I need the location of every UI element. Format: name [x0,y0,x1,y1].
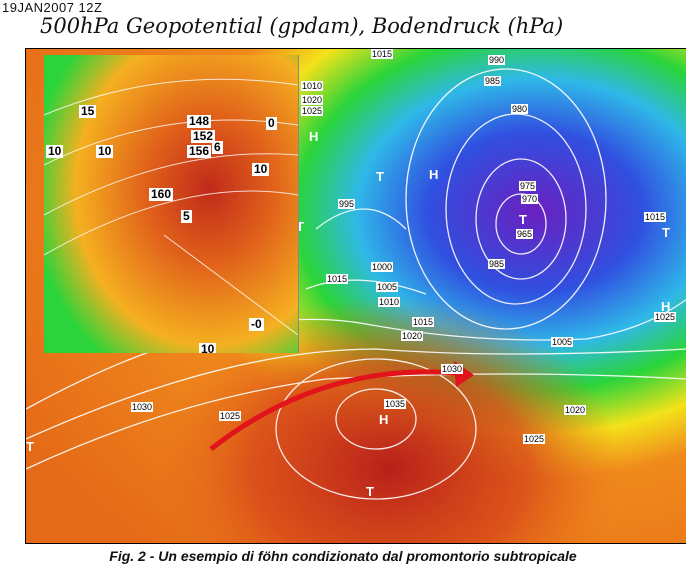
temperature-label: 6 [212,140,223,154]
isobar-label: 1020 [564,405,587,415]
date-time-label: 19JAN2007 12Z [2,0,103,15]
isobar-label: 995 [338,199,356,209]
high-pressure-symbol: H [379,412,389,427]
isobar-label: 1020 [301,95,324,105]
isobar-label: 1025 [523,434,546,444]
temperature-label: 0 [266,116,277,130]
isobar-label: 980 [511,104,529,114]
isobar-label: 990 [488,55,506,65]
temperature-label: 5 [181,209,192,223]
isobar-label: 1030 [131,402,154,412]
isobar-label: 1015 [371,49,394,59]
isobar-label: 970 [521,194,539,204]
isobar-label: 1010 [378,297,401,307]
temperature-label: 10 [252,162,270,176]
low-pressure-symbol: T [26,439,34,454]
isobar-label: 985 [488,259,506,269]
low-pressure-symbol: T [376,169,384,184]
temperature-label: 10 [96,144,114,158]
isobar-label: 1030 [441,364,464,374]
low-pressure-symbol: T [662,225,670,240]
map-title: 500hPa Geopotential (gpdam), Bodendruck … [40,14,564,38]
low-pressure-symbol: T [296,219,304,234]
temperature-label: 10 [199,343,217,353]
high-pressure-symbol: H [661,299,671,314]
isobar-label: 975 [519,181,537,191]
weather-map: 990 985 980 975 970 965 985 995 1000 100… [25,48,686,544]
isobar-label: 965 [516,229,534,239]
isobar-label: 1025 [301,106,324,116]
inset-map: 148 152 156 160 15 10 10 6 5 0 10 -0 10 [44,55,299,353]
isobar-label: 1015 [644,212,667,222]
geopotential-label: 156 [187,144,212,158]
temperature-label: 15 [79,104,97,118]
isobar-label: 1015 [412,317,435,327]
isobar-label: 1000 [371,262,394,272]
temperature-label: -0 [249,317,264,331]
low-pressure-symbol: T [366,484,374,499]
isobar-label: 1025 [654,312,677,322]
high-pressure-symbol: H [309,129,319,144]
geopotential-label: 148 [187,114,212,128]
high-pressure-symbol: H [429,167,439,182]
isobar-label: 985 [484,76,502,86]
isobar-label: 1005 [551,337,574,347]
geopotential-label: 160 [149,187,174,201]
inset-fields [44,55,298,353]
isobar-label: 1015 [326,274,349,284]
figure-caption: Fig. 2 - Un esempio di föhn condizionato… [109,548,577,564]
isobar-label: 1020 [401,331,424,341]
low-pressure-symbol: T [519,212,527,227]
geopotential-label: 152 [191,129,216,143]
isobar-label: 1025 [219,411,242,421]
isobar-label: 1005 [376,282,399,292]
temperature-label: 10 [46,144,64,158]
foehn-arrow [209,369,467,451]
isobar-label: 1010 [301,81,324,91]
isobar-label: 1035 [384,399,407,409]
